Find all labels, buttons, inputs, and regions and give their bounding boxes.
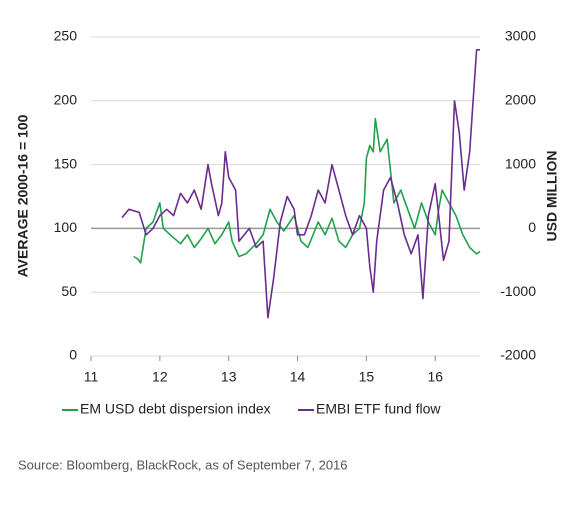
- x-tick-label: 16: [427, 369, 443, 385]
- x-tick-label: 15: [359, 369, 375, 385]
- y2-tick-label: 0: [528, 219, 536, 235]
- y-tick-label: 250: [54, 28, 78, 44]
- y-tick-label: 200: [54, 92, 78, 108]
- y2-tick-label: 1000: [505, 155, 536, 171]
- y2-tick-label: -1000: [500, 283, 536, 299]
- y2-tick-label: -2000: [500, 347, 536, 363]
- y-tick-label: 100: [54, 219, 78, 235]
- y2-axis-title: USD MILLION: [544, 151, 560, 242]
- x-tick-label: 11: [84, 369, 99, 385]
- series-line: [133, 117, 481, 264]
- legend-label: EMBI ETF fund flow: [316, 401, 441, 417]
- y-tick-label: 50: [61, 283, 77, 299]
- source-note: Source: Bloomberg, BlackRock, as of Sept…: [18, 457, 348, 472]
- y2-tick-label: 2000: [505, 92, 536, 108]
- x-tick-label: 14: [290, 369, 306, 385]
- x-tick-label: 13: [221, 369, 237, 385]
- y-tick-label: 0: [69, 347, 77, 363]
- legend-label: EM USD debt dispersion index: [80, 401, 271, 417]
- series-line: [121, 49, 480, 319]
- y-axis-title: AVERAGE 2000-16 = 100: [15, 114, 31, 277]
- y-tick-label: 150: [54, 155, 78, 171]
- y2-tick-label: 3000: [505, 28, 536, 44]
- x-tick-label: 12: [152, 369, 168, 385]
